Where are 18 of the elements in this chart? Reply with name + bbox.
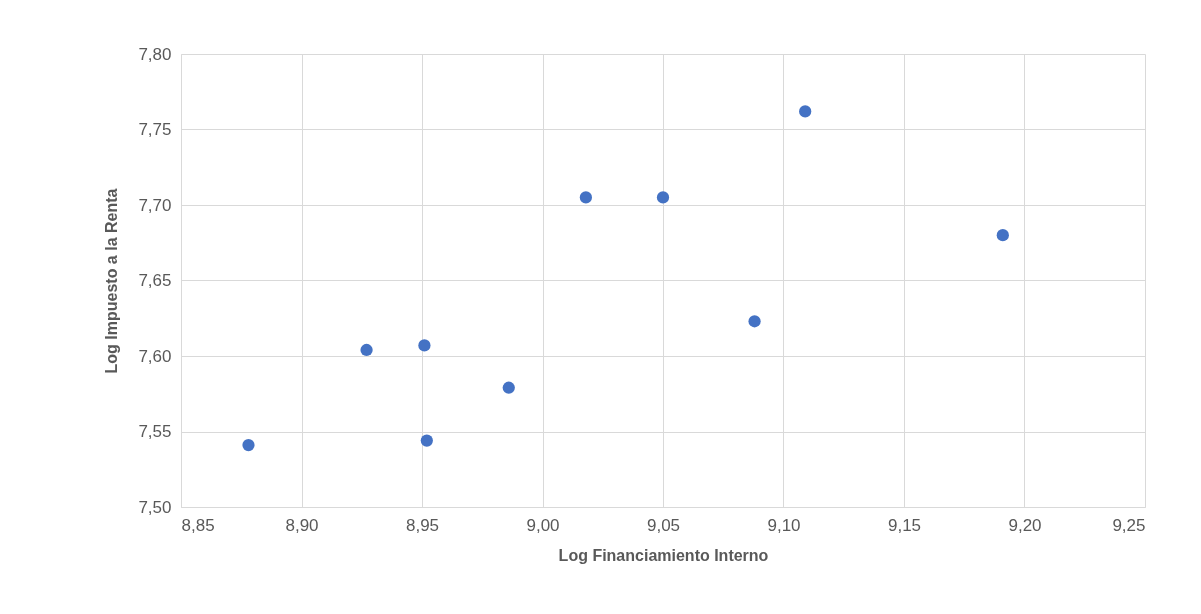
y-tick-label: 7,50 xyxy=(138,497,172,517)
x-tick-label: 8,90 xyxy=(285,515,319,535)
y-tick-label: 7,65 xyxy=(138,271,172,290)
x-tick-label: 8,85 xyxy=(181,515,215,535)
y-tick-label: 7,60 xyxy=(138,346,172,366)
x-tick-label: 9,00 xyxy=(526,515,560,535)
y-tick-label: 7,75 xyxy=(138,120,172,139)
y-tick-label: 7,70 xyxy=(138,195,172,215)
x-tick-label: 9,15 xyxy=(887,515,922,535)
y-axis-title: Log Impuesto a la Renta xyxy=(103,188,121,374)
y-tick-label: 7,55 xyxy=(138,422,172,441)
x-tick-label: 9,05 xyxy=(646,515,681,535)
x-tick-label: 9,25 xyxy=(1112,515,1146,535)
y-tick-label: 7,80 xyxy=(138,44,172,64)
x-axis-title: Log Financiamiento Interno xyxy=(558,546,769,564)
x-tick-label: 9,10 xyxy=(767,515,801,535)
x-tick-label: 8,95 xyxy=(405,515,440,535)
x-tick-label: 9,20 xyxy=(1008,515,1042,535)
